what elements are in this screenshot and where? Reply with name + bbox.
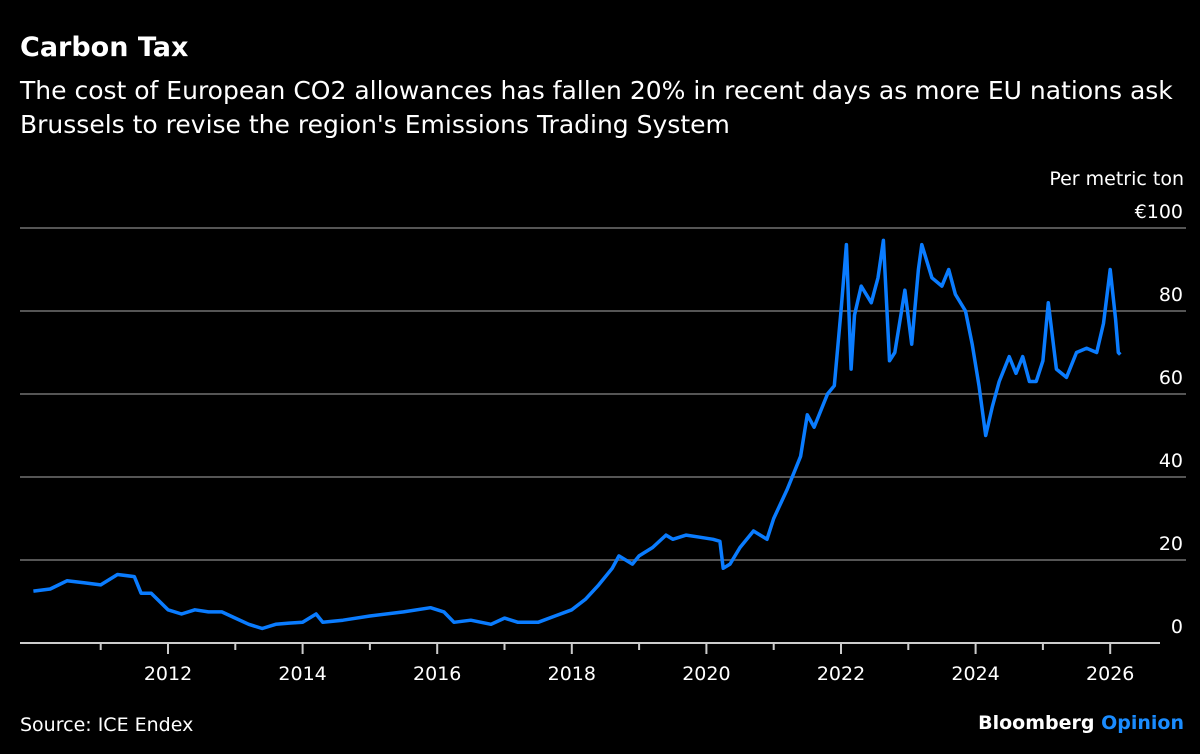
x-tick-label: 2016: [413, 663, 461, 685]
x-tick-label: 2014: [278, 663, 326, 685]
y-tick-label: €100: [1135, 201, 1183, 223]
x-tick-label: 2022: [817, 663, 865, 685]
x-tick-label: 2018: [548, 663, 596, 685]
price-line: [33, 238, 1122, 631]
chart-subtitle: The cost of European CO2 allowances has …: [20, 76, 1173, 139]
y-tick-label: 20: [1159, 533, 1183, 555]
y-tick-label: 60: [1159, 367, 1183, 389]
y-tick-label: 0: [1171, 616, 1183, 638]
brand-logo: Bloomberg Opinion: [978, 712, 1184, 734]
x-tick-label: 2012: [144, 663, 192, 685]
brand-name: Bloomberg: [978, 712, 1095, 734]
brand-suffix: Opinion: [1101, 712, 1184, 734]
y-tick-label: 40: [1159, 450, 1183, 472]
y-tick-label: 80: [1159, 284, 1183, 306]
chart-title: Carbon Tax: [20, 32, 189, 63]
x-tick-label: 2020: [682, 663, 730, 685]
y-axis-label: Per metric ton: [1049, 168, 1184, 190]
x-tick-label: 2026: [1086, 663, 1134, 685]
source-note: Source: ICE Endex: [20, 714, 194, 736]
x-tick-label: 2024: [951, 663, 999, 685]
